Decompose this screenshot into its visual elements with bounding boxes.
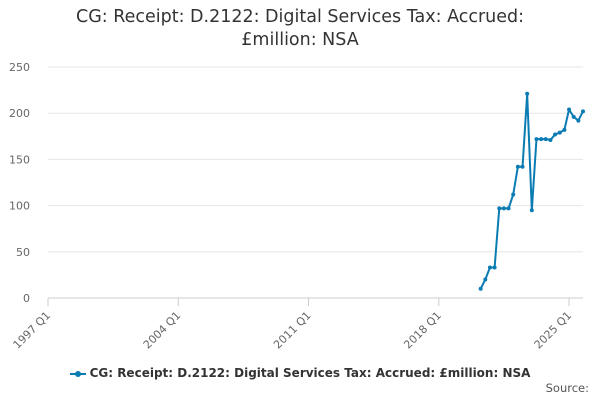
data-point[interactable] [562, 127, 567, 132]
y-tick-label: 50 [16, 246, 30, 259]
data-point[interactable] [478, 286, 483, 291]
data-point[interactable] [511, 192, 516, 197]
series-line [479, 92, 584, 290]
chart-title-line-2: £million: NSA [241, 30, 359, 50]
y-tick-label: 100 [9, 200, 30, 213]
data-point[interactable] [525, 91, 530, 96]
x-tick-label: 2004 Q1 [141, 309, 184, 352]
data-point[interactable] [497, 206, 502, 211]
data-point[interactable] [576, 118, 581, 123]
data-point[interactable] [520, 164, 525, 169]
x-tick-label: 2025 Q1 [532, 309, 575, 352]
y-tick-label: 200 [9, 107, 30, 120]
data-point[interactable] [515, 164, 520, 169]
data-point[interactable] [581, 109, 585, 114]
x-tick-label: 2018 Q1 [401, 309, 444, 352]
data-point[interactable] [492, 265, 497, 270]
x-axis-labels: 1997 Q1 2004 Q1 2011 Q1 2018 Q1 2025 Q1 [11, 309, 575, 352]
data-point[interactable] [487, 265, 492, 270]
data-point[interactable] [567, 107, 572, 112]
data-point[interactable] [534, 137, 539, 142]
legend-swatch [69, 369, 86, 379]
series-layer [478, 91, 585, 291]
legend[interactable]: CG: Receipt: D.2122: Digital Services Ta… [0, 366, 600, 380]
chart-title: CG: Receipt: D.2122: Digital Services Ta… [0, 6, 600, 52]
data-point[interactable] [501, 206, 506, 211]
y-tick-label: 250 [9, 61, 30, 74]
data-point[interactable] [543, 137, 548, 142]
data-point[interactable] [548, 138, 553, 142]
x-tick-label: 2011 Q1 [271, 309, 314, 352]
data-point[interactable] [557, 130, 562, 135]
y-tick-label: 150 [9, 153, 30, 166]
data-point[interactable] [483, 277, 488, 282]
y-tick-label: 0 [23, 292, 30, 305]
data-point[interactable] [553, 132, 558, 137]
chart-title-line-1: CG: Receipt: D.2122: Digital Services Ta… [75, 7, 525, 27]
y-axis-labels: 0 50 100 150 200 250 [9, 61, 30, 305]
data-point[interactable] [506, 206, 511, 211]
data-point[interactable] [571, 114, 576, 119]
legend-label: CG: Receipt: D.2122: Digital Services Ta… [89, 366, 531, 380]
gridlines [48, 66, 583, 253]
source-label: Source: [545, 381, 589, 395]
data-point[interactable] [529, 208, 534, 213]
x-tick-label: 1997 Q1 [11, 309, 54, 352]
x-axis-ticks [47, 298, 570, 306]
data-point[interactable] [539, 137, 544, 142]
